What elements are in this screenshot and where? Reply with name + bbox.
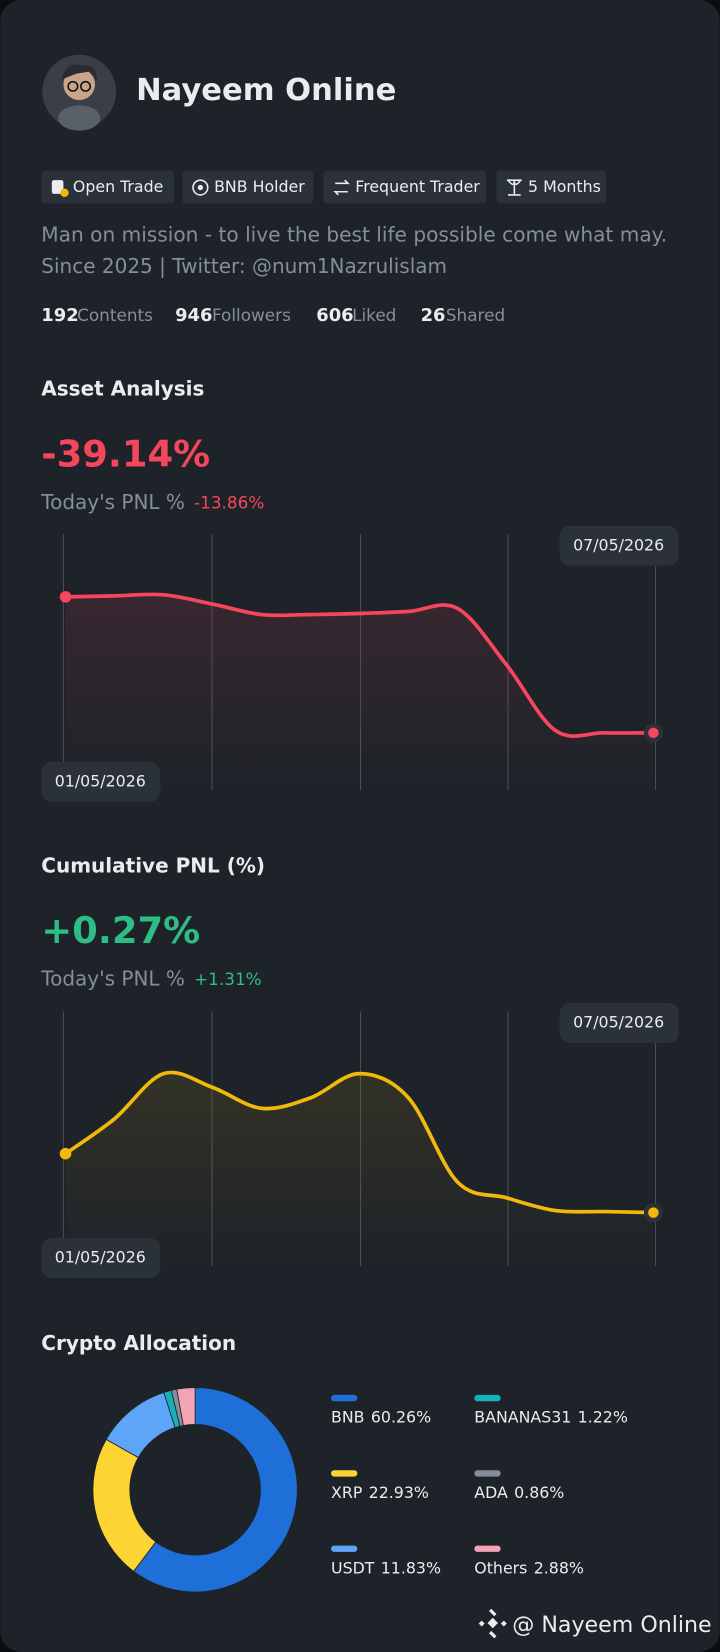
start-date: 01/05/2026	[55, 771, 146, 790]
stat-label: Shared	[446, 305, 505, 325]
stat-value: 26	[421, 305, 446, 326]
legend-value: 22.93%	[369, 1483, 429, 1502]
start-date: 01/05/2026	[55, 1247, 146, 1266]
today-value: -13.86%	[194, 493, 264, 513]
stat-label: Contents	[77, 305, 153, 325]
date-bubble	[41, 761, 161, 802]
line	[65, 592, 654, 738]
bio-line: Man on mission - to live the best life p…	[41, 222, 667, 246]
legend-swatch	[331, 1470, 358, 1477]
legend-value: 2.88%	[534, 1558, 584, 1577]
legend-label: BNB	[331, 1408, 364, 1427]
date-bubble	[559, 525, 679, 566]
line-area	[65, 1072, 654, 1267]
legend-label: XRP	[331, 1483, 362, 1502]
end-date: 07/05/2026	[573, 1013, 664, 1032]
start-point	[59, 1147, 72, 1160]
headline-value: +0.27%	[41, 909, 200, 952]
legend-label: USDT	[331, 1558, 375, 1577]
watermark: @ Nayeem Online	[512, 1612, 711, 1638]
today-value: +1.31%	[194, 969, 262, 989]
legend-value: 1.22%	[578, 1408, 628, 1427]
today-label: Today's PNL %	[40, 490, 185, 514]
stat-value: 192	[41, 305, 78, 326]
section-title: Crypto Allocation	[41, 1331, 236, 1355]
section-title: Cumulative PNL (%)	[41, 854, 265, 878]
date-bubble	[559, 1003, 679, 1044]
tag: Open Trade	[73, 177, 163, 196]
headline-value: -39.14%	[41, 433, 210, 476]
line	[64, 1070, 654, 1215]
legend-label: BANANAS31	[474, 1408, 571, 1427]
tag-icons	[41, 170, 607, 204]
tag: 5 Months	[528, 177, 601, 196]
tag: Frequent Trader	[355, 177, 480, 196]
end-point	[648, 727, 659, 739]
legend-value: 11.83%	[381, 1558, 441, 1577]
today-label: Today's PNL %	[40, 966, 185, 990]
end-point	[648, 1207, 659, 1218]
tag: BNB Holder	[214, 177, 305, 196]
bio-line: Since 2025 | Twitter: @num1Nazrulislam	[41, 254, 447, 278]
stat-label: Followers	[212, 305, 291, 325]
legend-swatch	[474, 1545, 501, 1552]
legend-label: Others	[474, 1558, 527, 1577]
legend-value: 0.86%	[514, 1483, 564, 1502]
section-title: Asset Analysis	[41, 376, 204, 400]
stat-value: 606	[316, 305, 353, 326]
legend-swatch	[331, 1545, 358, 1552]
watermark-logo	[478, 1608, 507, 1639]
start-point	[59, 591, 72, 603]
avatar	[42, 54, 117, 131]
profile-name: Nayeem Online	[136, 73, 396, 108]
end-date: 07/05/2026	[573, 535, 664, 554]
donut-slice	[133, 1387, 298, 1593]
legend-value: 60.26%	[371, 1408, 431, 1427]
legend-swatch	[474, 1470, 501, 1477]
line-area	[65, 594, 654, 791]
date-bubble	[41, 1237, 161, 1278]
legend-label: ADA	[474, 1483, 508, 1502]
legend-swatch	[331, 1394, 358, 1402]
donut-slice	[176, 1387, 196, 1426]
stat-value: 946	[175, 305, 212, 326]
stat-label: Liked	[352, 305, 396, 325]
legend-swatch	[474, 1394, 501, 1402]
